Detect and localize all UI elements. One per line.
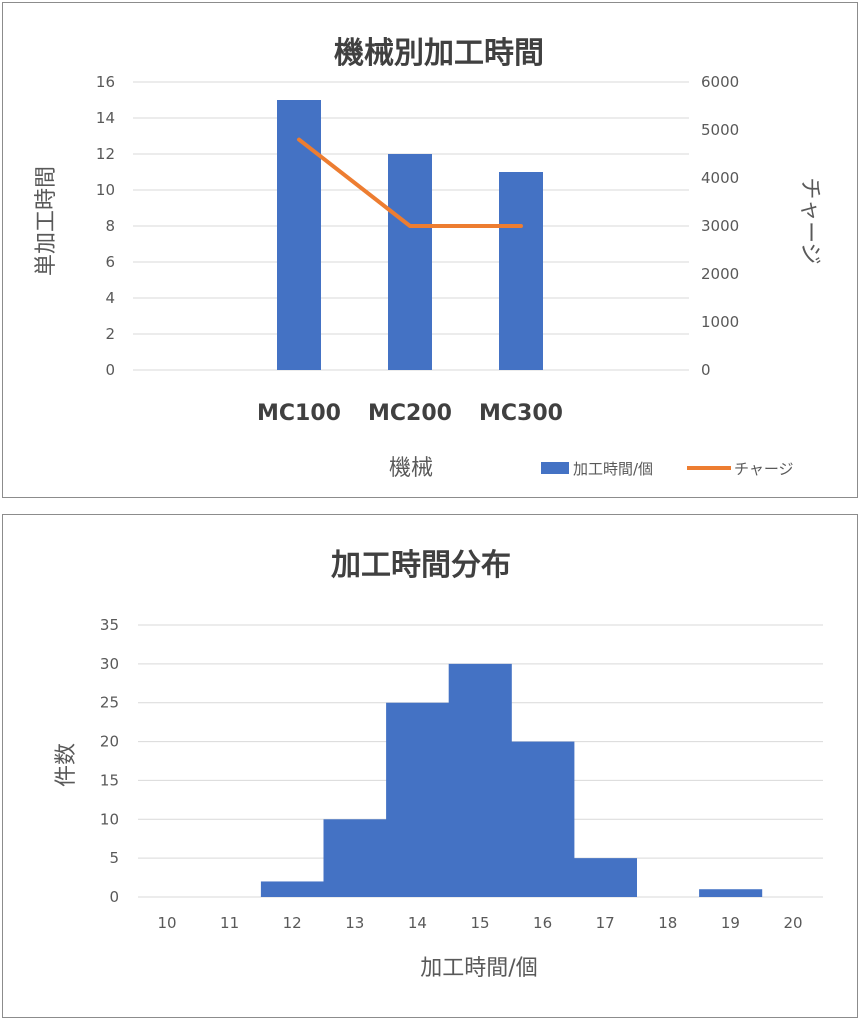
chart2-y-tick-label: 20 — [100, 733, 119, 751]
chart1-y-tick-label: 6 — [105, 253, 115, 271]
chart2-y-tick-label: 5 — [109, 849, 119, 867]
chart2-bar-19 — [699, 889, 763, 897]
chart1-y2-axis-title: チャージ — [797, 177, 822, 264]
chart2-bar-17 — [573, 858, 637, 897]
chart1-y-tick-label: 16 — [96, 73, 115, 91]
chart1-y-tick-label: 2 — [105, 325, 115, 343]
chart1-title: 機械別加工時間 — [334, 36, 544, 71]
chart1-bar-mc200 — [388, 154, 432, 370]
legend-bar-swatch — [541, 462, 569, 474]
chart1-category-label: MC200 — [368, 401, 452, 426]
chart1-y-tick-label: 4 — [105, 289, 115, 307]
chart2-y-tick-label: 25 — [100, 694, 119, 712]
chart1-y2-tick-label: 5000 — [701, 121, 739, 139]
chart1-charge-line — [297, 137, 523, 228]
chart2-x-tick-label: 18 — [658, 914, 677, 932]
chart1-y2-tick-label: 6000 — [701, 73, 739, 91]
chart2-bar-16 — [511, 741, 575, 897]
chart1-y-tick-label: 10 — [96, 181, 115, 199]
chart1-y2-tick-label: 1000 — [701, 313, 739, 331]
chart2-x-tick-label: 17 — [596, 914, 615, 932]
chart2-y-tick-label: 0 — [109, 888, 119, 906]
chart2-svg: 0 5 10 15 20 25 30 35 10 11 12 13 14 15 16 17 18 19 20 加工… — [54, 548, 823, 981]
chart1-y2-tick-label: 0 — [701, 361, 711, 379]
chart1-category-label: MC300 — [479, 401, 563, 426]
chart1-legend: 加工時間/個 チャージ — [541, 460, 794, 478]
chart2-y-tick-label: 10 — [100, 810, 119, 828]
chart2-x-tick-label: 10 — [157, 914, 176, 932]
legend-bar-label: 加工時間/個 — [573, 460, 653, 478]
chart2-x-axis-title: 加工時間/個 — [420, 956, 537, 981]
machine-processing-time-chart: 0 2 4 6 8 10 12 14 16 0 1000 2000 3000 4000 5000 6000 … — [2, 2, 858, 498]
chart2-y-tick-label: 35 — [100, 616, 119, 634]
chart2-x-tick-label: 12 — [283, 914, 302, 932]
chart1-x-axis-title: 機械 — [389, 456, 433, 481]
chart1-y2-tick-label: 4000 — [701, 169, 739, 187]
chart1-category-label: MC100 — [257, 401, 341, 426]
chart2-y-tick-label: 30 — [100, 655, 119, 673]
chart2-x-tick-label: 16 — [533, 914, 552, 932]
chart2-x-tick-label: 15 — [470, 914, 489, 932]
chart2-bar-13 — [323, 819, 387, 897]
chart1-y-tick-label: 8 — [105, 217, 115, 235]
chart2-x-tick-label: 13 — [345, 914, 364, 932]
chart2-title: 加工時間分布 — [331, 548, 511, 583]
chart2-x-tick-label: 20 — [783, 914, 802, 932]
chart2-x-tick-label: 14 — [408, 914, 427, 932]
chart2-y-axis-title: 件数 — [54, 743, 79, 787]
chart1-y-tick-label: 12 — [96, 145, 115, 163]
chart2-bar-14 — [386, 702, 450, 897]
chart1-y2-tick-label: 2000 — [701, 265, 739, 283]
legend-line-label: チャージ — [734, 460, 794, 478]
chart1-bar-mc100 — [277, 100, 321, 370]
chart2-x-tick-label: 19 — [721, 914, 740, 932]
chart1-y2-tick-label: 3000 — [701, 217, 739, 235]
chart2-bar-15 — [448, 663, 512, 897]
chart1-y-tick-label: 14 — [96, 109, 115, 127]
chart1-y-tick-label: 0 — [105, 361, 115, 379]
chart2-y-tick-label: 15 — [100, 771, 119, 789]
chart1-bar-mc300 — [499, 172, 543, 370]
chart2-bar-12 — [260, 881, 324, 897]
processing-time-distribution-chart: 0 5 10 15 20 25 30 35 10 11 12 13 14 15 16 17 18 19 20 加工… — [2, 514, 858, 1018]
chart1-y-axis-title: 単加工時間 — [34, 166, 59, 276]
chart2-x-tick-label: 11 — [220, 914, 239, 932]
